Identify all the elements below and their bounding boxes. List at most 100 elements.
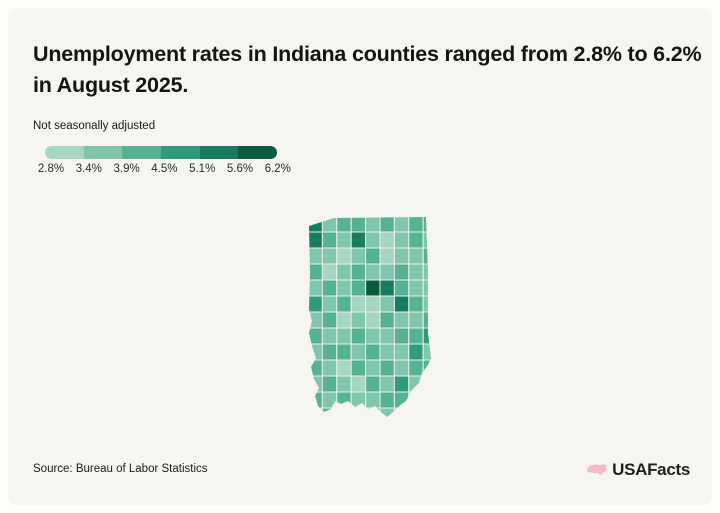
county-cell[interactable] [408, 231, 424, 249]
county-cell[interactable] [350, 231, 367, 249]
county-cell[interactable] [350, 295, 367, 313]
county-cell[interactable] [321, 295, 338, 313]
county-cell[interactable] [393, 343, 410, 361]
county-cell[interactable] [321, 247, 338, 265]
county-cell[interactable] [308, 247, 323, 265]
county-cell[interactable] [408, 359, 424, 377]
county-cell[interactable] [321, 279, 338, 297]
county-cell[interactable] [350, 375, 367, 393]
county-cell[interactable] [350, 263, 367, 281]
county-cell[interactable] [365, 343, 381, 361]
county-cell[interactable] [393, 231, 410, 249]
county-cell[interactable] [365, 279, 381, 297]
county-cell[interactable] [336, 343, 352, 361]
county-cell[interactable] [379, 263, 395, 281]
county-cell[interactable] [336, 311, 352, 329]
county-cell[interactable] [336, 231, 352, 249]
county-cell[interactable] [350, 391, 367, 409]
county-cell[interactable] [422, 279, 437, 297]
county-cell[interactable] [408, 295, 424, 313]
county-cell[interactable] [350, 407, 367, 421]
county-cell[interactable] [365, 231, 381, 249]
county-cell[interactable] [379, 231, 395, 249]
county-cell[interactable] [379, 247, 395, 265]
county-cell[interactable] [379, 359, 395, 377]
county-cell[interactable] [422, 263, 437, 281]
county-cell[interactable] [336, 247, 352, 265]
county-cell[interactable] [350, 279, 367, 297]
county-cell[interactable] [422, 343, 437, 361]
county-cell[interactable] [336, 375, 352, 393]
county-cell[interactable] [336, 216, 352, 233]
county-cell[interactable] [308, 279, 323, 297]
county-cell[interactable] [393, 311, 410, 329]
county-cell[interactable] [379, 375, 395, 393]
county-cell[interactable] [308, 263, 323, 281]
county-cell[interactable] [393, 263, 410, 281]
county-cell[interactable] [408, 343, 424, 361]
county-cell[interactable] [379, 295, 395, 313]
county-cell[interactable] [365, 311, 381, 329]
county-cell[interactable] [379, 391, 395, 409]
county-cell[interactable] [379, 279, 395, 297]
county-cell[interactable] [321, 231, 338, 249]
county-cell[interactable] [308, 343, 323, 361]
county-cell[interactable] [308, 216, 323, 233]
county-cell[interactable] [365, 359, 381, 377]
county-cell[interactable] [321, 311, 338, 329]
county-cell[interactable] [336, 327, 352, 345]
county-cell[interactable] [422, 311, 437, 329]
county-cell[interactable] [308, 231, 323, 249]
county-cell[interactable] [321, 375, 338, 393]
county-cell[interactable] [393, 279, 410, 297]
county-cell[interactable] [393, 391, 410, 409]
county-cell[interactable] [308, 391, 323, 409]
county-cell[interactable] [393, 295, 410, 313]
county-cell[interactable] [350, 311, 367, 329]
county-cell[interactable] [408, 391, 424, 409]
county-cell[interactable] [321, 263, 338, 281]
county-cell[interactable] [350, 343, 367, 361]
county-cell[interactable] [393, 247, 410, 265]
county-cell[interactable] [393, 216, 410, 233]
county-cell[interactable] [379, 311, 395, 329]
county-cell[interactable] [379, 327, 395, 345]
county-cell[interactable] [321, 359, 338, 377]
county-cell[interactable] [365, 375, 381, 393]
county-cell[interactable] [365, 295, 381, 313]
county-cell[interactable] [408, 247, 424, 265]
county-cell[interactable] [393, 375, 410, 393]
county-cell[interactable] [336, 391, 352, 409]
county-cell[interactable] [422, 295, 437, 313]
county-cell[interactable] [336, 279, 352, 297]
county-cell[interactable] [308, 359, 323, 377]
county-cell[interactable] [336, 407, 352, 421]
county-cell[interactable] [365, 391, 381, 409]
county-cell[interactable] [422, 216, 437, 233]
county-cell[interactable] [408, 327, 424, 345]
county-cell[interactable] [393, 359, 410, 377]
county-cell[interactable] [336, 359, 352, 377]
county-cell[interactable] [422, 327, 437, 345]
county-cell[interactable] [365, 407, 381, 421]
county-cell[interactable] [408, 263, 424, 281]
county-cell[interactable] [393, 407, 410, 421]
county-cell[interactable] [308, 327, 323, 345]
choropleth-svg[interactable] [307, 213, 437, 421]
county-cell[interactable] [336, 263, 352, 281]
county-cell[interactable] [350, 359, 367, 377]
county-cell[interactable] [365, 247, 381, 265]
county-cell[interactable] [321, 407, 338, 421]
county-cell[interactable] [422, 247, 437, 265]
county-cell[interactable] [422, 231, 437, 249]
county-cell[interactable] [379, 343, 395, 361]
county-cell[interactable] [365, 327, 381, 345]
county-cell[interactable] [321, 391, 338, 409]
county-cell[interactable] [408, 216, 424, 233]
county-cell[interactable] [408, 375, 424, 393]
county-cell[interactable] [308, 407, 323, 421]
county-cell[interactable] [408, 279, 424, 297]
county-cell[interactable] [365, 263, 381, 281]
usafacts-logo[interactable]: USAFacts [586, 460, 690, 480]
county-cell[interactable] [379, 216, 395, 233]
